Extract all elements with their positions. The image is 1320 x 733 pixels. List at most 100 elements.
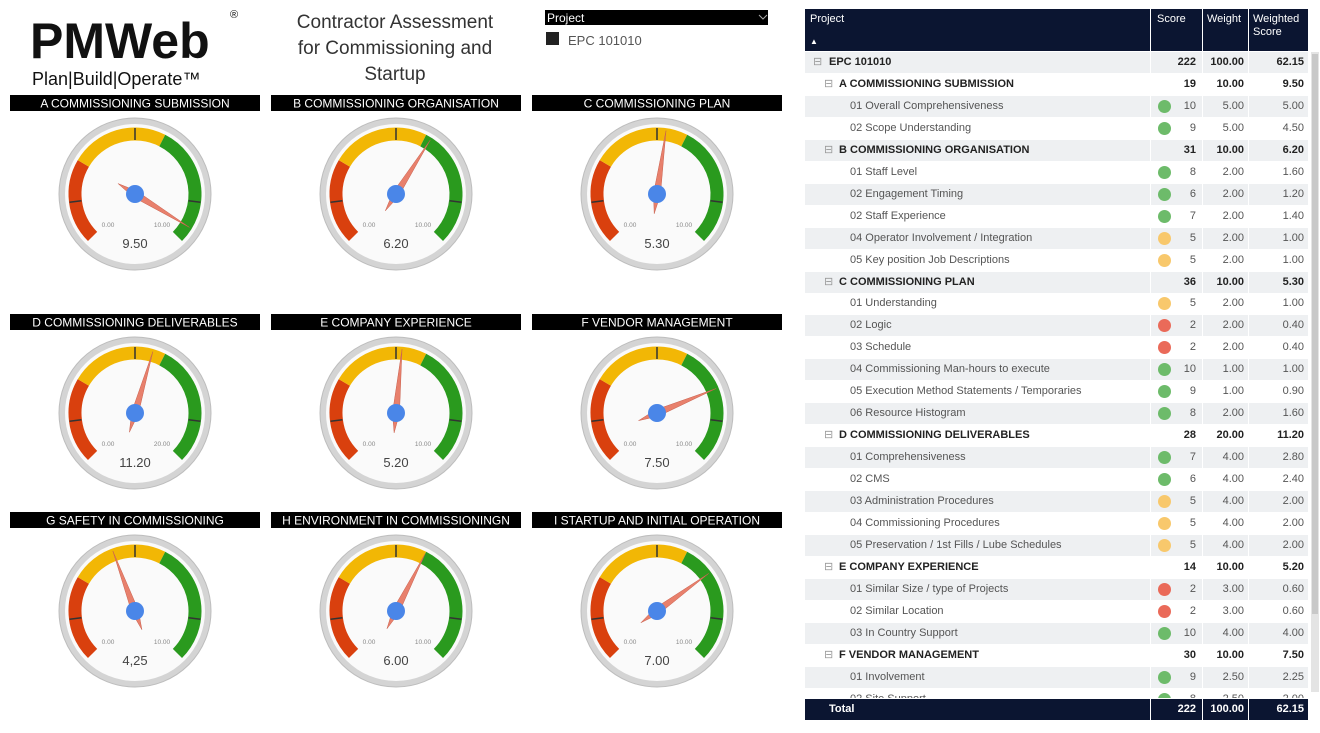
gauge-hub bbox=[648, 404, 666, 422]
gauge-max-label: 10.00 bbox=[415, 639, 432, 646]
table-row: 03 Schedule 2 2.00 0.40 bbox=[805, 337, 1308, 360]
status-indicator bbox=[1158, 407, 1171, 421]
gauge-title: H ENVIRONMENT IN COMMISSIONINGN bbox=[282, 514, 510, 528]
weight-cell: 10.00 bbox=[1216, 77, 1244, 90]
row-label: F VENDOR MANAGEMENT bbox=[839, 648, 979, 661]
gauge-title-bar bbox=[10, 95, 260, 111]
expand-icon[interactable]: ⊟ bbox=[824, 560, 834, 573]
score-cell: 5 bbox=[1189, 538, 1196, 551]
gauge-hub bbox=[126, 404, 144, 422]
status-indicator bbox=[1158, 319, 1171, 333]
row-label: EPC 101010 bbox=[829, 56, 892, 68]
gauge-band bbox=[77, 127, 166, 167]
scrollbar[interactable] bbox=[1311, 52, 1319, 692]
gauge-title-bar bbox=[271, 95, 521, 111]
table-row: ⊟ E COMPANY EXPERIENCE 14 10.00 5.20 bbox=[805, 556, 1308, 579]
gauge-title: D COMMISSIONING DELIVERABLES bbox=[32, 316, 237, 330]
slicer-checkbox[interactable] bbox=[546, 32, 559, 45]
score-cell: 19 bbox=[1183, 77, 1196, 90]
status-indicator bbox=[1158, 341, 1171, 355]
weighted-score-cell: 2.00 bbox=[1282, 495, 1304, 507]
status-indicator bbox=[1158, 231, 1171, 245]
gauge-title-bar bbox=[532, 95, 782, 111]
gauge-max-label: 10.00 bbox=[154, 222, 171, 229]
score-cell: 9 bbox=[1189, 385, 1196, 398]
gauge-band bbox=[338, 544, 427, 584]
gauge-title-bar bbox=[10, 512, 260, 528]
weight-cell: 5.00 bbox=[1222, 99, 1244, 112]
weighted-score-cell: 1.60 bbox=[1282, 165, 1304, 178]
expand-icon[interactable]: ⊟ bbox=[813, 56, 823, 68]
column-header[interactable]: Weighted Score bbox=[1253, 13, 1300, 38]
gauge-tick bbox=[188, 419, 201, 423]
gauge-tick bbox=[710, 617, 723, 621]
row-label: 05 Preservation / 1st Fills / Lube Sched… bbox=[850, 538, 1062, 551]
weighted-score-cell: 0.90 bbox=[1282, 385, 1304, 398]
gauge-title: G SAFETY IN COMMISSIONING bbox=[46, 514, 224, 528]
slicer-item[interactable]: EPC 101010 bbox=[568, 33, 642, 48]
gauge-min-label: 0.00 bbox=[363, 639, 376, 646]
weight-cell: 10.00 bbox=[1216, 648, 1244, 661]
score-cell: 2 bbox=[1189, 341, 1196, 354]
weighted-score-cell: 5.30 bbox=[1282, 275, 1304, 288]
weight-cell: 4.00 bbox=[1222, 473, 1244, 486]
weighted-score-cell: 2.40 bbox=[1282, 473, 1304, 486]
gauge-value-label: 6.00 bbox=[383, 653, 408, 668]
sort-icon[interactable]: ▲ bbox=[810, 37, 818, 46]
gauge-tick bbox=[330, 419, 343, 423]
expand-icon[interactable]: ⊟ bbox=[824, 429, 834, 442]
weighted-score-cell: 0.40 bbox=[1282, 319, 1304, 332]
expand-icon[interactable]: ⊟ bbox=[824, 648, 834, 661]
gauge-tick bbox=[330, 200, 343, 204]
gauge-hub bbox=[126, 602, 144, 620]
score-cell: 10 bbox=[1183, 363, 1196, 376]
table-row: 03 Administration Procedures 5 4.00 2.00 bbox=[805, 491, 1308, 513]
gauge-tick bbox=[69, 617, 82, 621]
table-row: ⊟ C COMMISSIONING PLAN 36 10.00 5.30 bbox=[805, 271, 1308, 294]
row-label: 04 Commissioning Procedures bbox=[850, 516, 1000, 529]
gauge-value-label: 7.00 bbox=[644, 653, 669, 668]
gauge-min-label: 0.00 bbox=[624, 441, 637, 448]
expand-icon[interactable]: ⊟ bbox=[824, 275, 834, 288]
gauge-max-label: 20.00 bbox=[154, 441, 171, 448]
gauge-min-label: 0.00 bbox=[102, 441, 115, 448]
total-label: Total bbox=[829, 703, 855, 715]
score-cell: 8 bbox=[1189, 165, 1196, 178]
row-label: 03 Schedule bbox=[850, 341, 912, 354]
column-header[interactable]: Weight bbox=[1207, 13, 1242, 25]
weighted-score-cell: 0.40 bbox=[1282, 341, 1304, 354]
score-cell: 7 bbox=[1189, 451, 1196, 464]
gauge-band bbox=[159, 134, 202, 242]
weight-cell: 5.00 bbox=[1222, 121, 1244, 134]
weighted-score-cell: 5.20 bbox=[1282, 560, 1304, 573]
status-indicator bbox=[1158, 670, 1171, 684]
score-cell: 5 bbox=[1189, 297, 1196, 310]
gauge-max-label: 10.00 bbox=[154, 639, 171, 646]
row-label: 02 Similar Location bbox=[850, 604, 944, 617]
score-cell: 5 bbox=[1189, 516, 1196, 529]
weighted-score-cell: 1.00 bbox=[1282, 363, 1304, 376]
gauge-tick bbox=[188, 617, 201, 621]
table-row: ⊟ F VENDOR MANAGEMENT 30 10.00 7.50 bbox=[805, 644, 1308, 667]
row-label: 01 Understanding bbox=[850, 297, 937, 310]
gauge-title-bar bbox=[532, 512, 782, 528]
gauge-tick bbox=[591, 617, 604, 621]
weighted-score-cell: 2.00 bbox=[1282, 538, 1304, 551]
score-cell: 6 bbox=[1189, 187, 1196, 200]
expand-icon[interactable]: ⊟ bbox=[824, 77, 834, 90]
status-indicator bbox=[1158, 297, 1171, 311]
weight-cell: 3.00 bbox=[1222, 604, 1244, 617]
column-header[interactable]: Score bbox=[1157, 13, 1186, 25]
row-label: A COMMISSIONING SUBMISSION bbox=[839, 77, 1014, 90]
gauge-band bbox=[420, 551, 463, 659]
gauge-min-label: 0.00 bbox=[102, 639, 115, 646]
gauge-band bbox=[420, 134, 463, 242]
weighted-score-cell: 7.50 bbox=[1282, 648, 1304, 661]
score-cell: 8 bbox=[1150, 689, 1196, 698]
row-label: 03 In Country Support bbox=[850, 626, 958, 639]
status-indicator bbox=[1158, 626, 1171, 640]
expand-icon[interactable]: ⊟ bbox=[824, 143, 834, 156]
dropdown-icon[interactable] bbox=[758, 14, 768, 20]
column-header[interactable]: Project bbox=[810, 13, 845, 25]
score-cell: 9 bbox=[1189, 121, 1196, 134]
